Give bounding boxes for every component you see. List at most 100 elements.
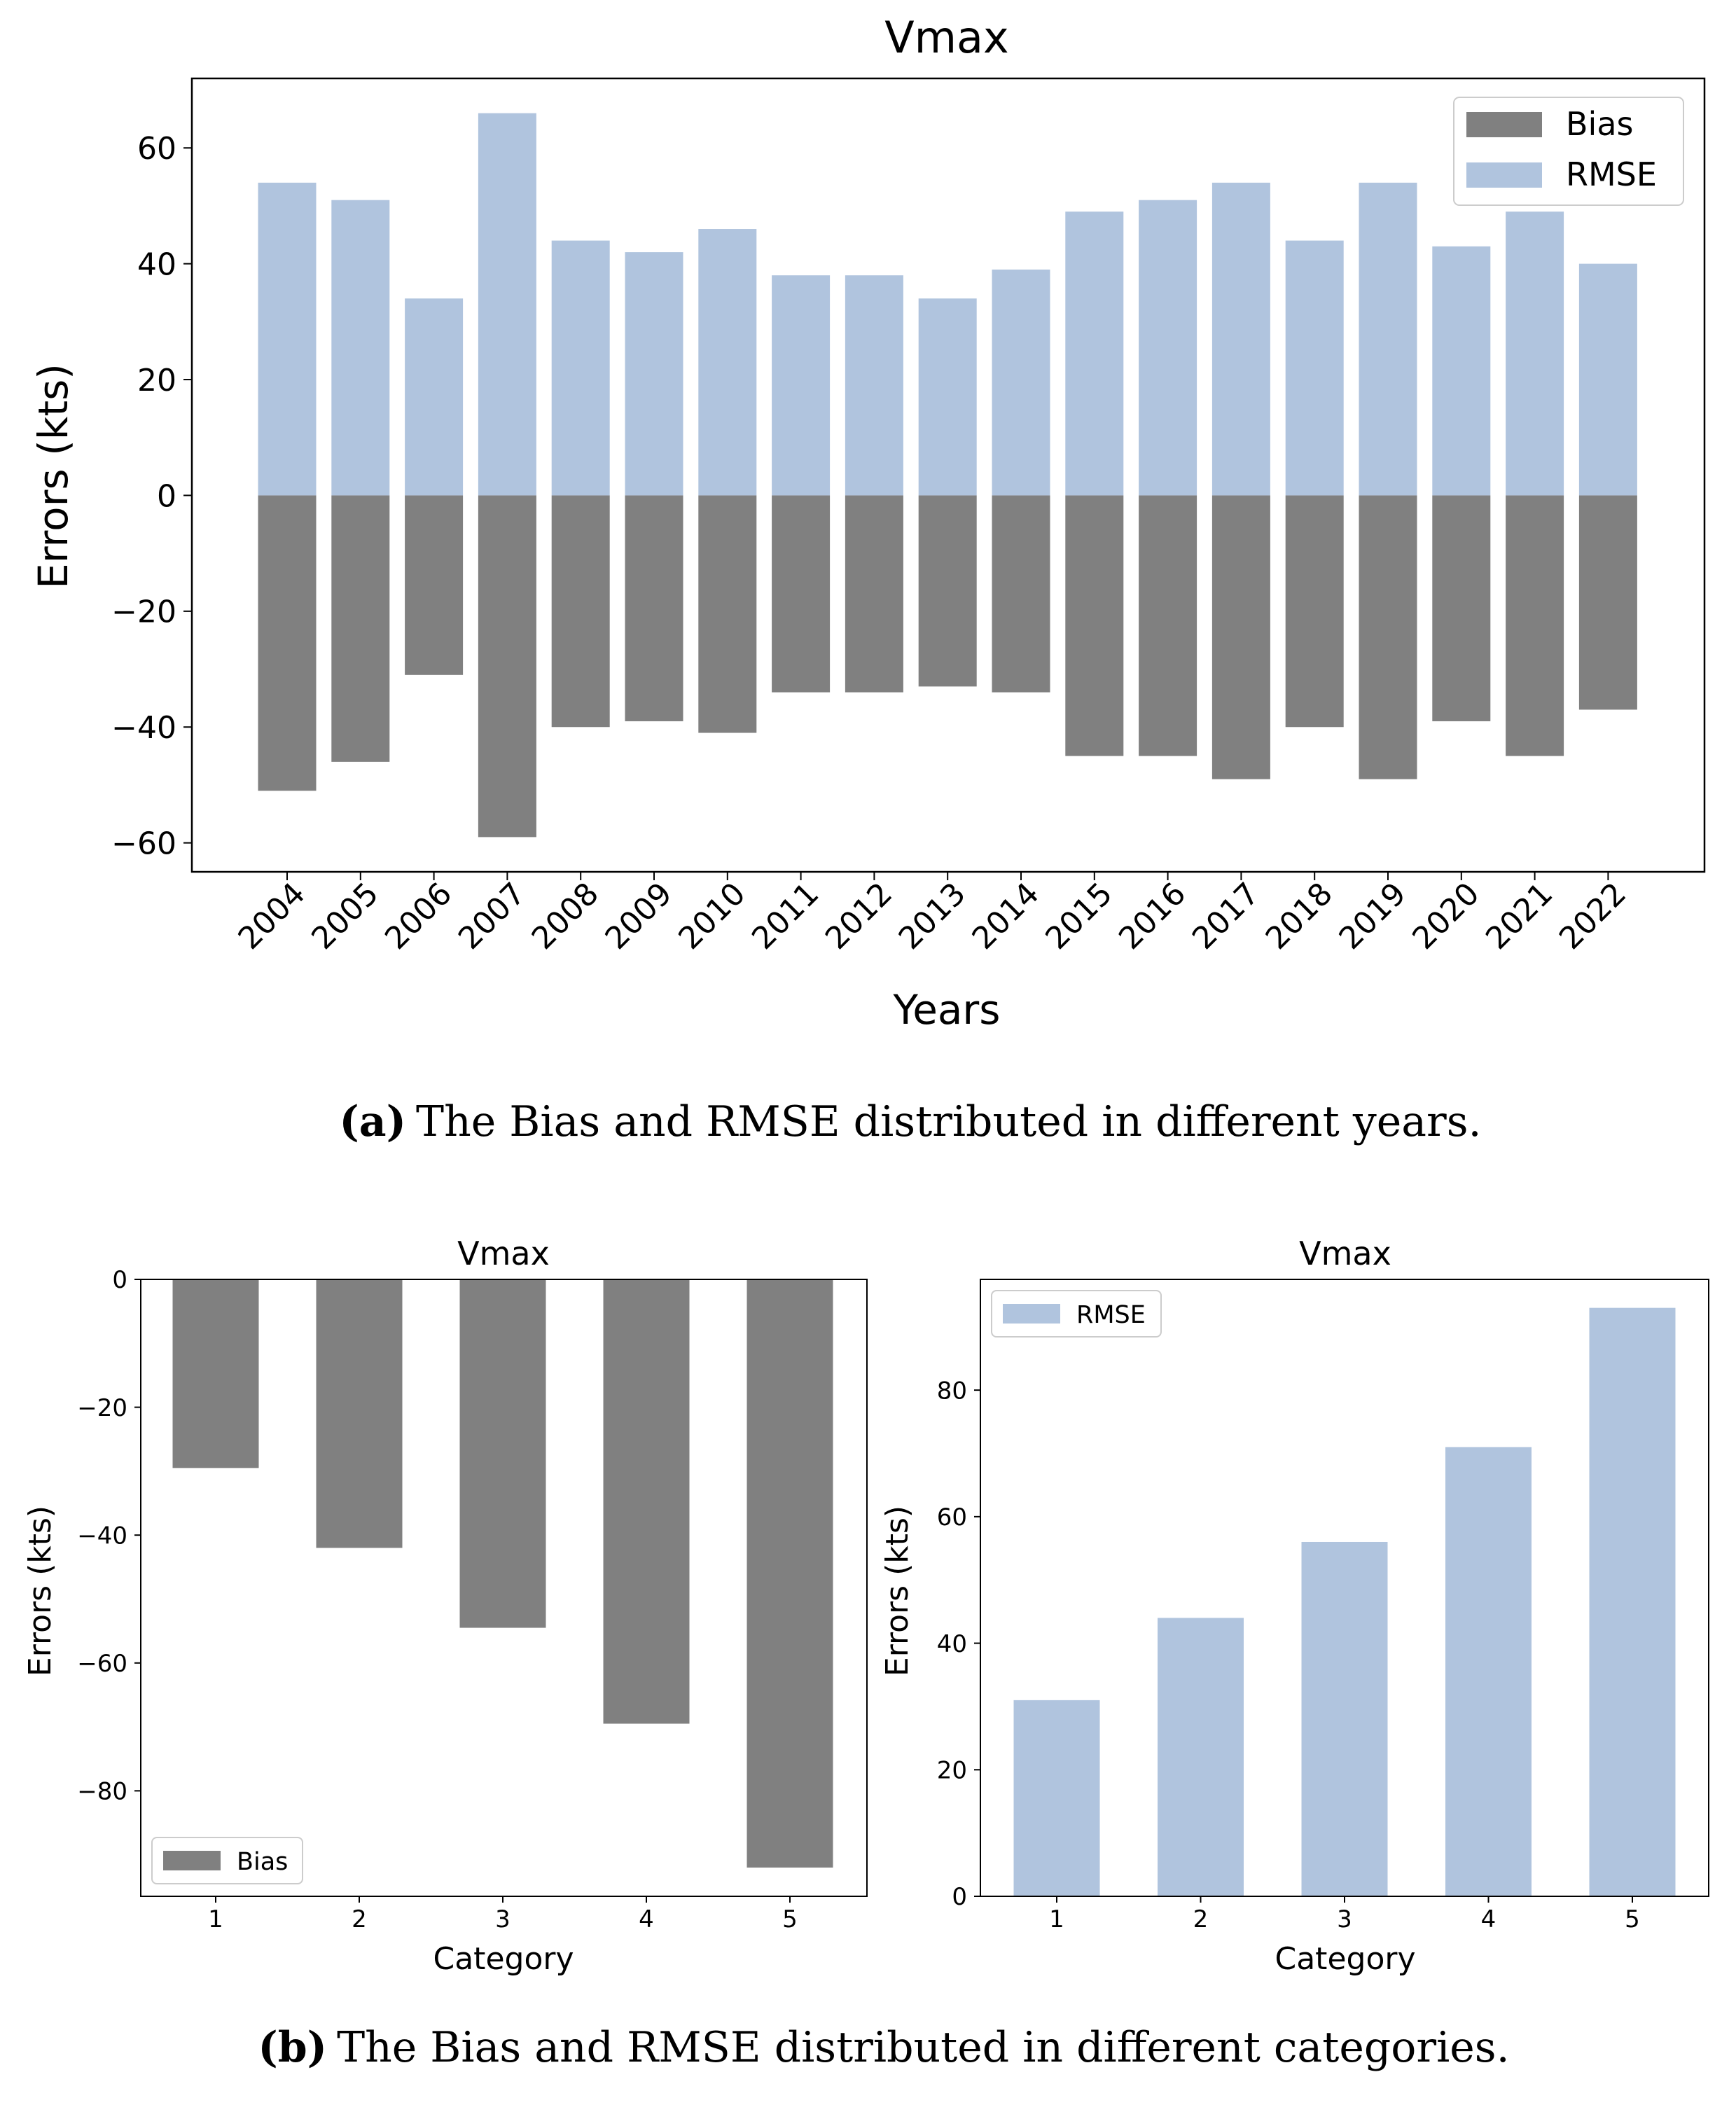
bar-rmse-2011 [772,275,831,496]
y-tick-label: −60 [111,826,176,861]
x-tick-label: 2016 [1112,876,1193,957]
bar-rmse-2022 [1578,263,1637,496]
bar-bias-2021 [1506,495,1564,756]
bar-rmse-2006 [405,298,464,496]
x-tick-label: 2021 [1479,876,1560,957]
x-tick-label: 2 [352,1905,367,1933]
y-tick-label: 60 [137,131,176,167]
bar-bias-2009 [625,495,683,721]
chart-b-left-y-ticks: −80 −60 −40 −20 0 [77,1266,141,1806]
bar-bias-4 [603,1279,690,1724]
bar-bias-2018 [1285,495,1344,728]
x-tick-label: 5 [1625,1905,1640,1933]
bar-rmse-2009 [625,252,683,496]
bar-bias-2004 [258,495,317,791]
chart-a-title: Vmax [884,12,1009,63]
bar-bias-2011 [772,495,831,693]
bar-bias-2022 [1578,495,1637,710]
bar-bias-2016 [1139,495,1197,756]
x-tick-label: 2022 [1553,876,1633,957]
bar-rmse-4 [1445,1447,1532,1896]
x-tick-label: 2012 [819,876,899,957]
chart-b-right-bars [1013,1307,1676,1896]
chart-b-right: Vmax 0 20 40 60 80 1 2 3 4 5 Category Errors (kt… [880,1235,1709,1977]
y-tick-label: −40 [77,1522,127,1550]
chart-b-right-y-axis-label: Errors (kts) [880,1506,915,1676]
y-tick-label: 40 [137,246,176,282]
chart-a-legend: Bias RMSE [1453,97,1684,206]
bar-rmse-3 [1301,1541,1388,1896]
chart-b-left-x-axis-label: Category [433,1941,574,1977]
x-tick-label: 2013 [892,876,973,957]
x-tick-label: 2008 [525,876,606,957]
bar-rmse-2019 [1359,182,1417,496]
bar-rmse-2020 [1432,246,1491,496]
y-tick-label: −60 [77,1650,127,1678]
caption-a-text: The Bias and RMSE distributed in differe… [416,1097,1482,1146]
x-tick-label: 2005 [305,876,385,957]
x-tick-label: 2004 [232,876,312,957]
bar-bias-2020 [1432,495,1491,721]
chart-b-right-x-axis-label: Category [1275,1941,1416,1977]
chart-b-left-legend: Bias [151,1837,303,1884]
x-tick-label: 2006 [378,876,459,957]
bar-rmse-2017 [1211,182,1270,496]
bar-rmse-5 [1589,1307,1676,1896]
bar-rmse-2014 [992,269,1050,496]
chart-a-y-ticks: −60 −40 −20 0 20 40 60 [111,131,192,861]
y-tick-label: 60 [937,1503,967,1531]
chart-b-left-y-axis-label: Errors (kts) [22,1506,58,1676]
chart-b-right-y-ticks: 0 20 40 60 80 [937,1377,980,1911]
bar-bias-2014 [992,495,1050,693]
legend-label-rmse: RMSE [1566,155,1657,193]
bar-bias-1 [172,1279,259,1468]
x-tick-label: 1 [208,1905,223,1933]
bar-rmse-2013 [918,298,977,496]
chart-a-x-axis-label: Years [892,986,1000,1034]
y-tick-label: 20 [137,363,176,398]
y-tick-label: 0 [952,1883,967,1911]
x-tick-label: 2015 [1039,876,1119,957]
x-tick-label: 3 [495,1905,511,1933]
bar-rmse-2010 [698,229,757,496]
chart-b-left-plot-frame [140,1279,868,1897]
x-tick-label: 2009 [599,876,679,957]
bar-rmse-2015 [1065,211,1124,496]
bar-bias-2019 [1359,495,1417,779]
chart-a-x-ticks: 2004200520062007200820092010201120122013… [232,872,1633,957]
legend-swatch-rmse [1466,162,1542,188]
bar-bias-2005 [331,495,390,762]
legend-swatch-rmse [1003,1304,1060,1324]
bar-bias-2008 [551,495,610,728]
bar-bias-2 [316,1279,403,1548]
bar-rmse-2018 [1285,240,1344,496]
x-tick-label: 2 [1193,1905,1209,1933]
x-tick-label: 1 [1049,1905,1064,1933]
x-tick-label: 2017 [1186,876,1266,957]
x-tick-label: 3 [1337,1905,1352,1933]
bar-bias-3 [459,1279,546,1628]
legend-swatch-bias [163,1851,221,1870]
x-tick-label: 2020 [1405,876,1486,957]
x-tick-label: 2014 [966,876,1046,957]
y-tick-label: −20 [77,1394,127,1422]
x-tick-label: 2011 [745,876,826,957]
bar-rmse-2008 [551,240,610,496]
legend-label-rmse: RMSE [1076,1301,1146,1329]
x-tick-label: 4 [1481,1905,1497,1933]
chart-b-left-title: Vmax [457,1235,550,1272]
bar-rmse-2004 [258,182,317,496]
bar-bias-5 [747,1279,833,1868]
caption-b: (b) The Bias and RMSE distributed in diff… [258,2023,1509,2072]
bar-bias-2010 [698,495,757,733]
bar-rmse-2012 [845,275,903,496]
chart-a-bars [258,113,1637,838]
bar-rmse-2021 [1506,211,1564,496]
x-tick-label: 2007 [452,876,532,957]
x-tick-label: 2019 [1333,876,1413,957]
y-tick-label: 20 [937,1757,967,1785]
bar-bias-2015 [1065,495,1124,756]
chart-b-right-x-ticks: 1 2 3 4 5 [1049,1896,1640,1933]
bar-bias-2007 [478,495,536,838]
